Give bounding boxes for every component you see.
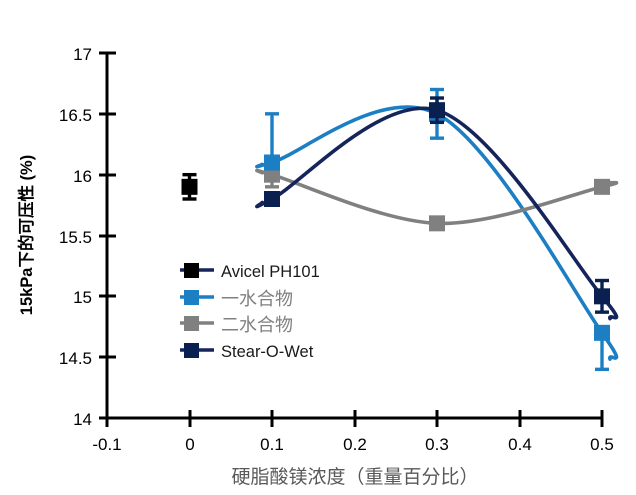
x-tick-labels: -0.1 0 0.1 0.2 0.3 0.4 0.5 bbox=[92, 435, 613, 454]
y-tick-label: 14.5 bbox=[59, 349, 92, 368]
x-tick-label: 0.2 bbox=[343, 435, 367, 454]
y-tick-labels: 17 16.5 16 15.5 15 14.5 14 bbox=[59, 45, 92, 429]
legend-label: Stear-O-Wet bbox=[221, 343, 314, 361]
data-point-marker bbox=[429, 215, 445, 232]
data-point-marker bbox=[594, 178, 610, 195]
legend-item-stear-o-wet[interactable]: Stear-O-Wet bbox=[180, 343, 314, 361]
legend-marker-square-icon bbox=[184, 316, 199, 331]
y-tick-label: 17 bbox=[73, 45, 92, 64]
data-point-marker bbox=[264, 166, 280, 183]
legend-marker-square-icon bbox=[184, 263, 199, 278]
x-axis-ticks bbox=[105, 410, 604, 427]
y-tick-label: 16 bbox=[73, 167, 92, 186]
x-tick-label: 0.4 bbox=[508, 435, 532, 454]
legend-item-dihydrate[interactable]: 二水合物 bbox=[180, 315, 293, 335]
y-tick-label: 16.5 bbox=[59, 106, 92, 125]
series-markers-0 bbox=[181, 172, 198, 201]
series-layer bbox=[181, 87, 619, 372]
data-point-marker bbox=[264, 154, 280, 171]
x-tick-label: 0.1 bbox=[260, 435, 284, 454]
series-markers-3 bbox=[264, 96, 610, 314]
y-tick-label: 15.5 bbox=[59, 228, 92, 247]
x-tick-label: 0.5 bbox=[590, 435, 614, 454]
data-point-marker bbox=[594, 324, 610, 341]
legend-label: 一水合物 bbox=[221, 289, 293, 309]
data-point-marker bbox=[181, 178, 198, 195]
legend-label: Avicel PH101 bbox=[221, 263, 320, 281]
y-tick-label: 14 bbox=[73, 410, 92, 429]
x-tick-label: 0 bbox=[185, 435, 194, 454]
legend-marker-square-icon bbox=[184, 343, 199, 358]
series-markers-2 bbox=[264, 166, 610, 232]
legend-item-avicel-ph101[interactable]: Avicel PH101 bbox=[180, 263, 320, 281]
data-point-marker bbox=[264, 191, 280, 207]
x-axis-title: 硬脂酸镁浓度（重量百分比） bbox=[231, 466, 478, 488]
x-tick-label: -0.1 bbox=[92, 435, 121, 454]
legend-marker-square-icon bbox=[184, 290, 199, 305]
y-axis-title: 15kPa下的可压性 (%) bbox=[16, 155, 36, 315]
y-tick-label: 15 bbox=[73, 288, 92, 307]
legend-item-monohydrate[interactable]: 一水合物 bbox=[180, 289, 293, 309]
x-tick-label: 0.3 bbox=[425, 435, 449, 454]
legend-label: 二水合物 bbox=[221, 315, 293, 335]
legend: Avicel PH101 一水合物 二水合物 Stear-O-Wet bbox=[180, 263, 320, 361]
data-point-marker bbox=[429, 102, 445, 119]
data-point-marker bbox=[594, 288, 610, 305]
